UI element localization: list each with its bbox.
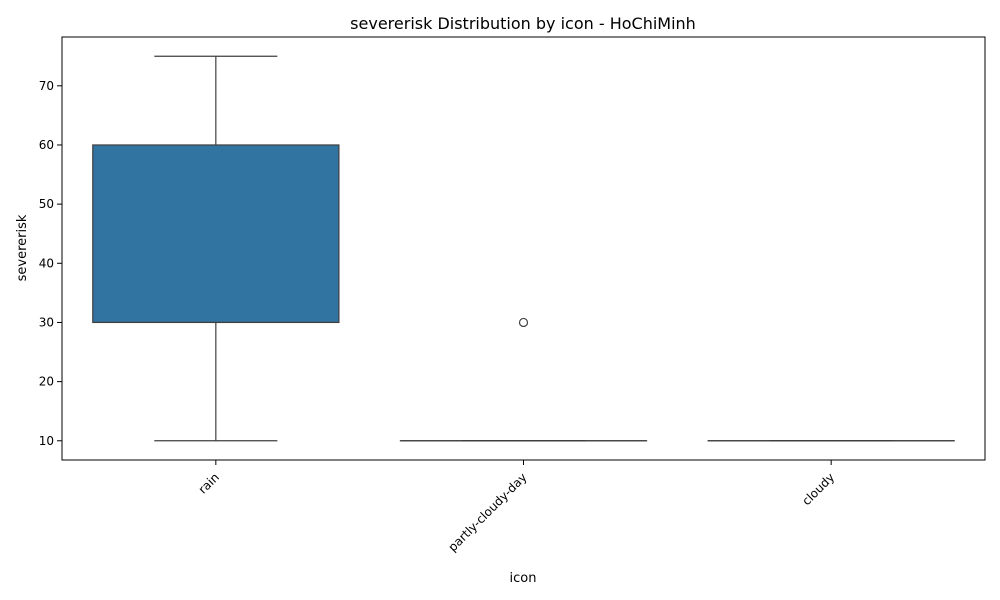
x-tick-label: rain <box>196 470 222 496</box>
y-tick-label: 60 <box>39 138 54 152</box>
chart-title: severerisk Distribution by icon - HoChiM… <box>350 14 696 33</box>
box-partly-cloudy-day <box>399 317 648 442</box>
x-axis-label: icon <box>510 571 537 586</box>
box-rain <box>92 55 340 442</box>
y-tick-label: 70 <box>39 79 54 93</box>
outlier-point <box>518 317 529 328</box>
y-axis-label: severerisk <box>15 214 30 281</box>
x-tick-label: cloudy <box>799 470 837 508</box>
box-iqr <box>92 144 340 324</box>
box-series <box>92 55 955 442</box>
y-tick-label: 20 <box>39 375 54 389</box>
x-axis-ticks: rain partly-cloudy-day cloudy <box>196 460 837 554</box>
y-tick-label: 50 <box>39 197 54 211</box>
y-tick-label: 40 <box>39 256 54 270</box>
y-axis-ticks: 10 20 30 40 50 60 70 <box>39 79 62 448</box>
x-tick-label: partly-cloudy-day <box>446 470 530 554</box>
y-tick-label: 30 <box>39 315 54 329</box>
y-tick-label: 10 <box>39 434 54 448</box>
